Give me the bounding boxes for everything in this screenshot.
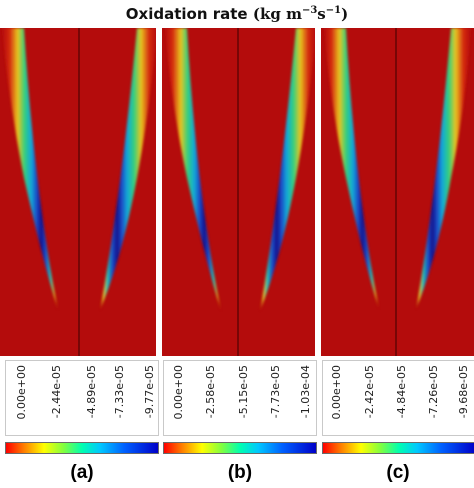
flame-front-c-right <box>416 28 471 309</box>
oxidation-field-plot <box>0 28 474 356</box>
tick-a-0: 0.00e+00 <box>15 365 28 420</box>
tick-b-3: -7.73e-05 <box>269 365 282 419</box>
tick-c-1: -2.42e-05 <box>363 365 376 419</box>
colorbar-c <box>322 442 474 454</box>
title-units: (kg m−3s−1) <box>252 5 349 23</box>
tick-b-1: -2.58e-05 <box>204 365 217 419</box>
flame-fronts <box>2 28 471 311</box>
tick-b-4: -1.03e-04 <box>299 365 312 419</box>
colorbar-a <box>5 442 159 454</box>
tick-a-2: -4.89e-05 <box>85 365 98 419</box>
tick-c-0: 0.00e+00 <box>330 365 343 420</box>
colorbar-block-a: 0.00e+00 -2.44e-05 -4.89e-05 -7.33e-05 -… <box>5 360 159 456</box>
tick-c-3: -7.26e-05 <box>427 365 440 419</box>
field-background <box>0 28 474 356</box>
panel-label-c: (c) <box>386 462 410 483</box>
colorbar-block-b: 0.00e+00 -2.58e-05 -5.15e-05 -7.73e-05 -… <box>163 360 317 456</box>
colorbar-b <box>163 442 317 454</box>
flame-front-a-right <box>100 28 157 310</box>
tick-a-3: -7.33e-05 <box>113 365 126 419</box>
flame-front-a-left <box>2 28 58 310</box>
tick-c-2: -4.84e-05 <box>395 365 408 419</box>
flame-front-c-left <box>324 28 379 309</box>
title-text: Oxidation rate <box>125 5 248 23</box>
tick-c-4: -9.68e-05 <box>457 365 470 419</box>
colorbar-ticks-c: 0.00e+00 -2.42e-05 -4.84e-05 -7.26e-05 -… <box>322 360 474 436</box>
figure-title: Oxidation rate (kg m−3s−1) <box>0 2 474 28</box>
colorbar-block-c: 0.00e+00 -2.42e-05 -4.84e-05 -7.26e-05 -… <box>322 360 474 456</box>
tick-b-0: 0.00e+00 <box>172 365 185 420</box>
colorbar-ticks-a: 0.00e+00 -2.44e-05 -4.89e-05 -7.33e-05 -… <box>5 360 159 436</box>
flame-front-b-left <box>165 28 221 311</box>
panel-label-a: (a) <box>70 462 94 483</box>
tick-b-2: -5.15e-05 <box>237 365 250 419</box>
tick-a-4: -9.77e-05 <box>143 365 156 419</box>
tick-a-1: -2.44e-05 <box>50 365 63 419</box>
flame-front-b-right <box>260 28 316 311</box>
colorbar-ticks-b: 0.00e+00 -2.58e-05 -5.15e-05 -7.73e-05 -… <box>163 360 317 436</box>
panel-label-b: (b) <box>227 462 253 483</box>
